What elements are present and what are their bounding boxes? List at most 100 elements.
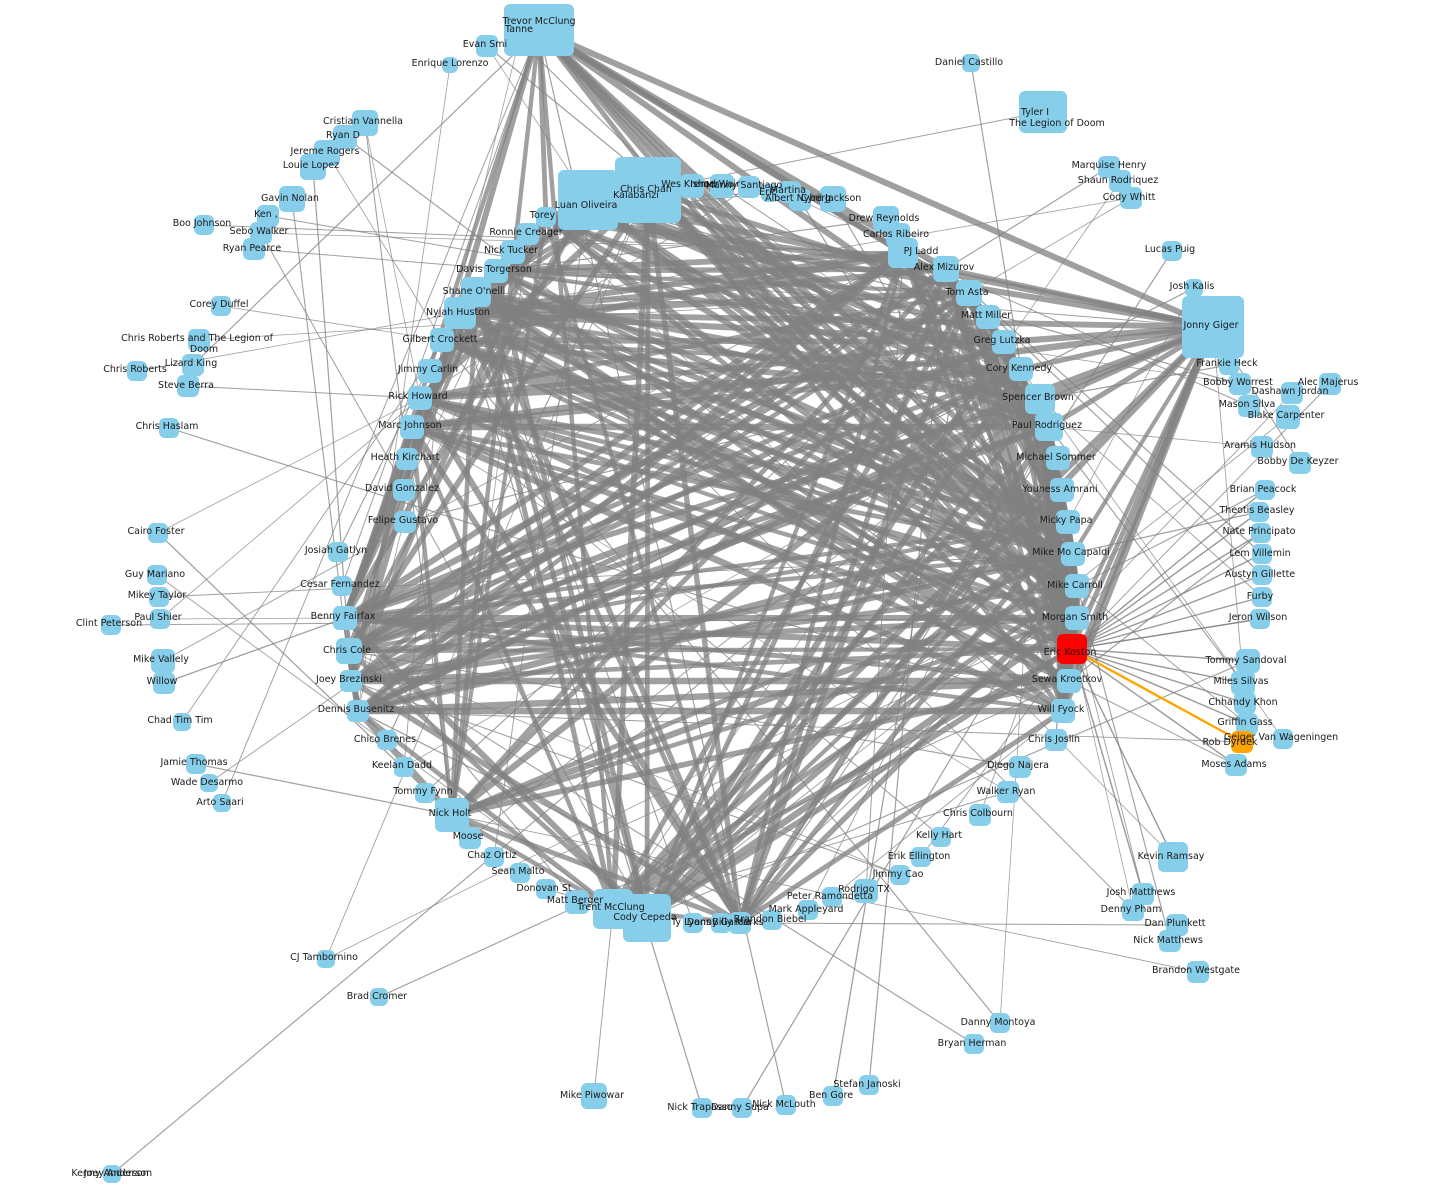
graph-node[interactable]: [103, 1165, 121, 1183]
graph-node[interactable]: [823, 1086, 843, 1106]
graph-node[interactable]: [1250, 609, 1270, 629]
graph-node[interactable]: [1185, 279, 1203, 297]
graph-node[interactable]: [536, 879, 556, 899]
graph-node[interactable]: [393, 479, 415, 501]
graph-node[interactable]: [1120, 187, 1142, 209]
graph-node[interactable]: [1273, 729, 1293, 749]
graph-node[interactable]: [377, 730, 397, 750]
graph-node[interactable]: [151, 649, 175, 673]
graph-node[interactable]: [581, 1083, 607, 1109]
graph-node[interactable]: [683, 913, 703, 933]
graph-node[interactable]: [822, 887, 842, 907]
graph-node[interactable]: [186, 754, 206, 774]
graph-node[interactable]: [1251, 523, 1271, 543]
graph-node[interactable]: [1255, 480, 1275, 500]
graph-node[interactable]: [964, 1034, 984, 1054]
graph-node[interactable]: [854, 879, 878, 903]
graph-node[interactable]: [333, 606, 357, 630]
graph-node[interactable]: [177, 375, 199, 397]
graph-node[interactable]: [400, 415, 424, 439]
graph-node[interactable]: [243, 238, 265, 260]
graph-node[interactable]: [692, 1098, 712, 1118]
graph-node[interactable]: [1057, 634, 1087, 664]
graph-node[interactable]: [476, 35, 498, 57]
graph-node[interactable]: [328, 542, 348, 562]
graph-node[interactable]: [976, 305, 1000, 329]
graph-node[interactable]: [505, 27, 533, 53]
graph-node[interactable]: [1219, 355, 1239, 375]
graph-node[interactable]: [565, 890, 589, 914]
graph-node[interactable]: [459, 827, 481, 849]
graph-node[interactable]: [1065, 606, 1089, 630]
graph-node[interactable]: [888, 238, 918, 268]
graph-node[interactable]: [911, 847, 931, 867]
graph-node[interactable]: [931, 827, 951, 847]
graph-node[interactable]: [336, 638, 362, 664]
graph-node[interactable]: [418, 359, 442, 383]
graph-node[interactable]: [1159, 930, 1181, 952]
graph-node[interactable]: [1061, 542, 1085, 566]
graph-node[interactable]: [1252, 565, 1272, 585]
graph-node[interactable]: [762, 910, 782, 930]
graph-node[interactable]: [148, 523, 168, 543]
graph-node[interactable]: [732, 1098, 752, 1118]
graph-node[interactable]: [188, 329, 210, 351]
graph-node[interactable]: [127, 361, 147, 381]
graph-node[interactable]: [347, 700, 369, 722]
graph-node[interactable]: [149, 587, 169, 607]
graph-node[interactable]: [1065, 574, 1089, 598]
graph-node[interactable]: [1251, 436, 1273, 458]
graph-node[interactable]: [890, 865, 910, 885]
graph-node[interactable]: [680, 174, 704, 198]
graph-node[interactable]: [933, 256, 959, 282]
graph-node[interactable]: [1122, 899, 1144, 921]
graph-node[interactable]: [1249, 502, 1269, 522]
graph-node[interactable]: [789, 189, 811, 211]
graph-node[interactable]: [992, 330, 1016, 354]
graph-node[interactable]: [1158, 842, 1188, 872]
graph-node[interactable]: [200, 774, 218, 792]
graph-node[interactable]: [1231, 671, 1255, 695]
graph-node[interactable]: [370, 988, 388, 1006]
graph-node[interactable]: [776, 1095, 796, 1115]
graph-node[interactable]: [1187, 961, 1209, 983]
graph-node[interactable]: [1231, 731, 1253, 753]
graph-node[interactable]: [211, 296, 231, 316]
graph-node[interactable]: [257, 205, 279, 227]
graph-node[interactable]: [1319, 373, 1341, 395]
graph-node[interactable]: [213, 794, 231, 812]
graph-node[interactable]: [990, 1013, 1010, 1033]
graph-node[interactable]: [510, 863, 530, 883]
graph-node[interactable]: [536, 207, 556, 227]
graph-node[interactable]: [1009, 357, 1033, 381]
graph-node[interactable]: [1236, 713, 1258, 735]
graph-node[interactable]: [1238, 395, 1260, 417]
graph-node[interactable]: [761, 184, 779, 202]
graph-node[interactable]: [1252, 587, 1272, 607]
graph-node[interactable]: [1182, 296, 1244, 358]
graph-node[interactable]: [1234, 692, 1256, 714]
graph-node[interactable]: [1252, 544, 1272, 564]
graph-node[interactable]: [711, 913, 731, 933]
graph-node[interactable]: [147, 565, 167, 585]
graph-node[interactable]: [1035, 413, 1063, 441]
graph-node[interactable]: [317, 950, 335, 968]
graph-node[interactable]: [1050, 478, 1074, 502]
graph-node[interactable]: [1276, 405, 1300, 429]
graph-node[interactable]: [969, 804, 991, 826]
graph-node[interactable]: [173, 713, 191, 731]
graph-node[interactable]: [408, 386, 432, 410]
graph-node[interactable]: [1162, 241, 1182, 261]
graph-node[interactable]: [1045, 729, 1067, 751]
graph-node[interactable]: [300, 154, 326, 180]
graph-node[interactable]: [442, 57, 458, 73]
graph-node[interactable]: [1046, 446, 1070, 470]
graph-node[interactable]: [623, 894, 671, 942]
graph-node[interactable]: [962, 54, 980, 72]
graph-node[interactable]: [435, 798, 469, 832]
graph-node[interactable]: [1025, 384, 1055, 414]
graph-node[interactable]: [1229, 373, 1251, 395]
graph-node[interactable]: [159, 418, 179, 438]
graph-node[interactable]: [1056, 510, 1080, 534]
